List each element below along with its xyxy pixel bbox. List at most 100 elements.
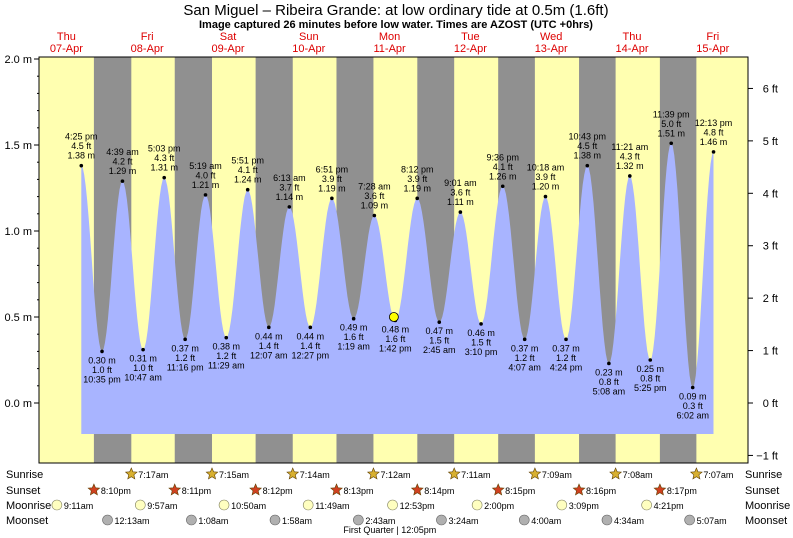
sunset-icon — [330, 483, 343, 496]
extreme-point — [522, 337, 527, 342]
low-tide-label: 10:47 am — [124, 373, 162, 383]
high-tide-label: 4.3 ft — [620, 151, 641, 161]
extreme-point — [669, 141, 674, 146]
axes: 0.0 m 0.5 m 1.0 m 1.5 m 2.0 m −1 ft 0 ft 1 ft 2 … — [4, 54, 778, 462]
extreme-point — [120, 179, 125, 183]
low-tide-label: 4:24 pm — [550, 362, 583, 372]
moonrise-time: 4:21pm — [654, 501, 684, 511]
current-tide-marker — [388, 312, 399, 322]
high-tide-label: 1.21 m — [192, 180, 220, 190]
tide-curve — [81, 143, 714, 435]
sunrise-icon — [609, 467, 623, 480]
moonset-row-label-left: Moonset — [6, 515, 48, 527]
moonset-time: 5:07am — [697, 516, 727, 526]
moonrise-time: 11:49am — [315, 501, 349, 511]
high-tide-label: 4.5 ft — [71, 141, 92, 151]
low-tide-label: 0.31 m — [129, 354, 157, 364]
extreme-point — [308, 325, 313, 330]
sunset-time: 8:16pm — [586, 486, 616, 496]
extreme-point — [628, 174, 632, 178]
low-tide-label: 0.23 m — [595, 367, 623, 377]
high-tide-label: 4.5 ft — [577, 141, 598, 151]
extreme-point — [564, 337, 568, 342]
extreme-point — [690, 385, 695, 390]
high-tide-label: 1.19 m — [403, 183, 431, 193]
moonrise-icon — [471, 499, 483, 511]
low-tide-label: 0.09 m — [679, 392, 707, 402]
sunset-time: 8:13pm — [343, 486, 373, 496]
extreme-point — [183, 337, 187, 342]
extreme-point — [648, 358, 653, 362]
extreme-point — [224, 335, 229, 340]
sunrise-time: 7:14am — [300, 470, 330, 480]
sunset-time: 8:17pm — [667, 486, 697, 496]
low-tide-label: 0.48 m — [382, 324, 410, 334]
low-tide-label: 5:25 pm — [634, 383, 667, 393]
day-date: 09-Apr — [211, 43, 244, 55]
day-labels: Thu07-AprFri08-AprSat09-AprSun10-AprMon1… — [50, 31, 730, 55]
day-name: Mon — [379, 31, 400, 43]
chart-title: San Miguel – Ribeira Grande: at low ordi… — [183, 2, 608, 19]
sunrise-icon — [447, 467, 461, 480]
sunset-icon — [410, 483, 424, 496]
low-tide-label: 3:10 pm — [465, 347, 498, 357]
low-tide-label: 0.8 ft — [640, 374, 661, 384]
y-left-tick-label: 1.0 m — [4, 226, 32, 238]
high-tide-label: 11:21 am — [611, 142, 648, 152]
high-tide-label: 4.1 ft — [493, 162, 514, 172]
y-right-tick-label: 5 ft — [763, 136, 778, 148]
moonrise-row-label-left: Moonrise — [6, 500, 51, 512]
low-tide-label: 10:35 pm — [83, 374, 121, 384]
sunset-row-label-right: Sunset — [745, 485, 779, 497]
moonset-time: 2:43am — [365, 516, 395, 526]
high-tide-label: 4.8 ft — [704, 127, 725, 137]
day-date: 15-Apr — [696, 43, 729, 55]
extreme-point — [458, 210, 463, 214]
extreme-point — [79, 163, 84, 168]
moonset-icon — [601, 514, 613, 526]
high-tide-label: 1.24 m — [234, 175, 262, 185]
sunrise-time: 7:15am — [219, 470, 249, 480]
moonrise-time: 10:50am — [231, 501, 266, 511]
low-tide-label: 0.38 m — [212, 342, 240, 352]
moonrise-time: 9:57am — [147, 501, 177, 511]
high-tide-label: 5.0 ft — [661, 119, 682, 129]
sunset-time: 8:11pm — [182, 486, 211, 496]
moonset-time: 3:24am — [448, 516, 478, 526]
sunrise-row-label-left: Sunrise — [6, 469, 43, 481]
day-date: 13-Apr — [535, 43, 568, 55]
high-tide-label: 1.11 m — [447, 197, 474, 207]
low-tide-label: 1.2 ft — [556, 353, 577, 363]
y-right-tick-label: 4 ft — [763, 188, 778, 200]
moonrise-time: 3:09pm — [569, 501, 599, 511]
extreme-point — [330, 196, 334, 201]
low-tide-label: 0.44 m — [297, 331, 325, 341]
high-tide-label: 3.9 ft — [407, 174, 428, 184]
y-left-tick-label: 1.5 m — [4, 140, 32, 152]
low-tide-label: 0.30 m — [88, 355, 116, 365]
moonset-time: 1:58am — [282, 516, 312, 526]
sunset-time: 8:12pm — [263, 486, 293, 496]
low-tide-label: 1:42 pm — [379, 343, 412, 353]
extreme-point — [479, 322, 483, 326]
low-tide-label: 11:29 am — [208, 361, 245, 371]
sunset-icon — [653, 483, 667, 496]
high-tide-label: 12:13 pm — [695, 118, 733, 128]
high-tide-label: 4.3 ft — [154, 153, 175, 163]
high-tide-label: 3.7 ft — [279, 182, 300, 192]
tide-area — [81, 143, 714, 435]
low-tide-label: 0.37 m — [552, 343, 580, 353]
plot-frame — [38, 56, 749, 464]
moonset-icon — [186, 514, 197, 526]
moonset-icon — [269, 514, 281, 526]
moonrise-icon — [641, 499, 652, 511]
sunset-icon — [168, 483, 182, 496]
low-tide-label: 12:07 am — [250, 350, 288, 360]
sunrise-icon — [528, 467, 542, 480]
moonrise-icon — [556, 499, 568, 511]
extreme-point — [351, 316, 356, 321]
moonrise-time: 12:53pm — [400, 501, 435, 511]
high-tide-label: 1.46 m — [700, 137, 728, 147]
y-left-tick-label: 0.0 m — [4, 398, 32, 410]
